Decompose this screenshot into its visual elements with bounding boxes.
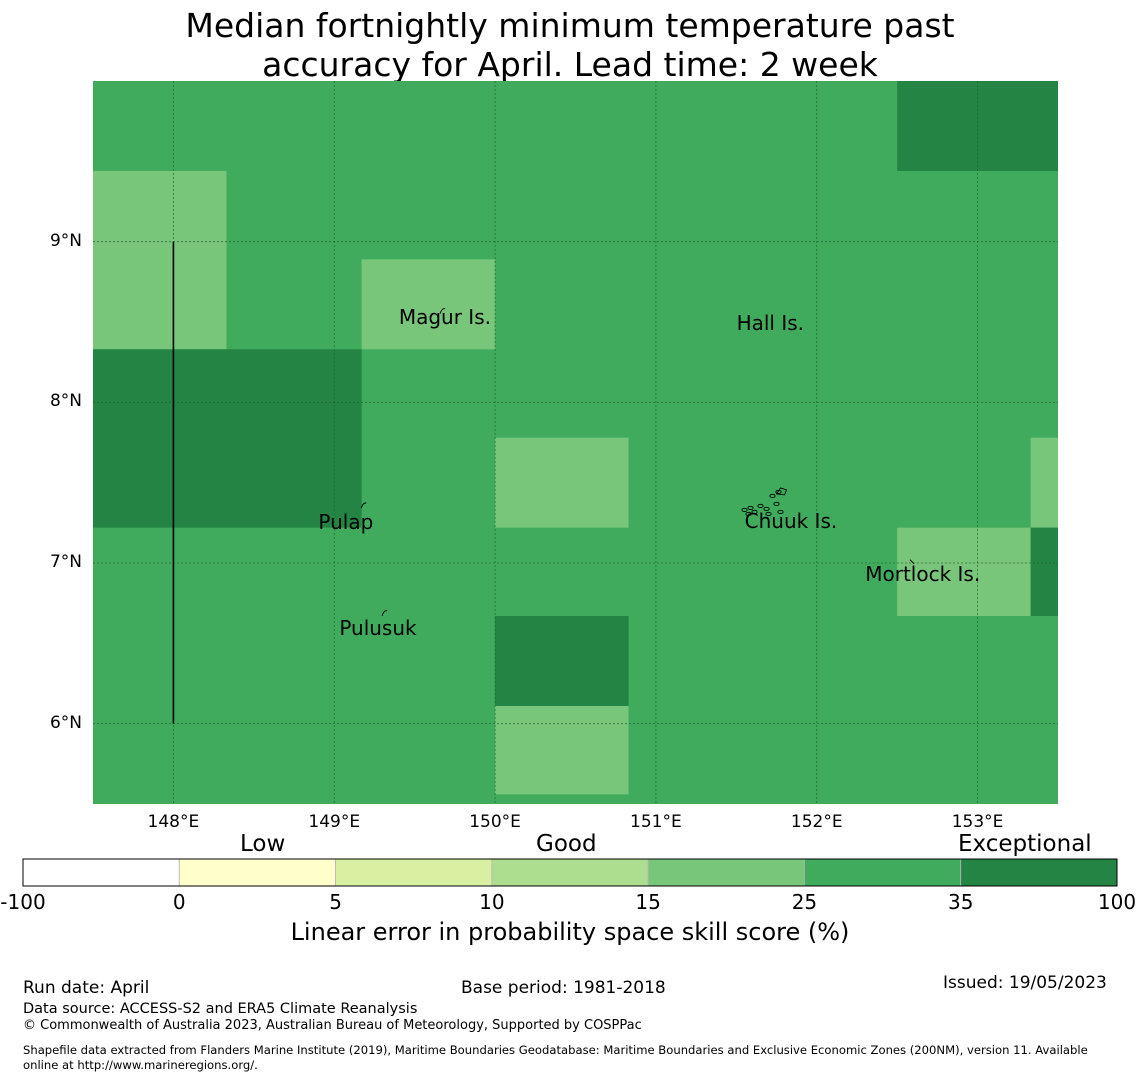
data-source: Data source: ACCESS-S2 and ERA5 Climate … [23, 1001, 418, 1017]
grid-cell-4 [495, 616, 629, 706]
grid-cell-1 [93, 349, 362, 528]
island-magur [439, 308, 446, 314]
lon-tick-label-152: 152°E [790, 812, 843, 832]
grid-cell-2 [361, 259, 496, 350]
lat-tick-label-7: 7°N [49, 552, 82, 572]
shapefile-credit-line-2: online at http://www.marineregions.org/. [23, 1058, 258, 1072]
island-pulap [360, 502, 367, 509]
island-chuuk-north [775, 487, 788, 496]
chart-title: Median fortnightly minimum temperature p… [0, 6, 1140, 84]
colorbar-tick-7: 100 [1097, 890, 1137, 914]
colorbar-bin-2 [335, 858, 493, 887]
place-label-4: Mortlock Is. [865, 561, 981, 586]
category-exceptional: Exceptional [958, 831, 1092, 857]
lat-tick-label-9: 9°N [49, 230, 82, 251]
island-chuuk-2 [751, 509, 758, 514]
island-chuuk-10 [765, 511, 772, 516]
island-chuuk-9 [745, 511, 752, 516]
place-label-3: Chuuk Is. [744, 508, 838, 533]
lat-tick-label-6: 6°N [49, 712, 82, 733]
grid-cell-8 [1030, 437, 1058, 528]
colorbar-bin-1 [178, 858, 336, 887]
title-line-1: Median fortnightly minimum temperature p… [185, 6, 955, 45]
colorbar-tick-3: 10 [479, 890, 505, 914]
island-chuuk-8 [777, 509, 784, 514]
island-chuuk-3 [757, 503, 764, 508]
category-good: Good [536, 831, 597, 857]
colorbar-bin-3 [491, 858, 649, 887]
grid-cell-0 [93, 170, 227, 350]
place-label-2: Pulap [318, 510, 374, 535]
copyright: © Commonwealth of Australia 2023, Austra… [23, 1018, 642, 1033]
shapefile-credit-line-1: Shapefile data extracted from Flanders M… [23, 1043, 1088, 1057]
island-pulusuk [381, 610, 388, 616]
colorbar-bin-4 [647, 858, 805, 887]
place-label-0: Magur Is. [398, 304, 491, 329]
island-chuuk-4 [763, 506, 770, 511]
colorbar-tick-1: 0 [172, 890, 186, 914]
lon-tick-label-150: 150°E [469, 812, 521, 832]
category-low: Low [240, 831, 286, 857]
colorbar-bin-6 [960, 858, 1118, 887]
place-label-5: Pulusuk [339, 616, 417, 641]
island-mortlock [909, 559, 915, 565]
colorbar-bin-0 [22, 858, 180, 887]
grid-cell-9 [1030, 527, 1058, 617]
title-line-2: accuracy for April. Lead time: 2 week [262, 45, 878, 84]
colorbar-tick-4: 15 [635, 890, 661, 914]
run-date: Run date: April [23, 978, 150, 998]
colorbar-label: Linear error in probability space skill … [290, 918, 850, 946]
lon-tick-label-149: 149°E [308, 812, 361, 832]
island-chuuk-0 [741, 507, 748, 512]
lon-tick-label-153: 153°E [951, 812, 1004, 832]
issued-date: Issued: 19/05/2023 [943, 973, 1107, 993]
grid-cell-5 [495, 705, 629, 795]
lat-tick-label-8: 8°N [49, 391, 82, 412]
grid-cell-7 [897, 527, 1031, 617]
colorbar-tick-6: 35 [947, 890, 974, 914]
colorbar-frame [22, 858, 1118, 887]
island-chuuk-6 [773, 501, 780, 506]
colorbar-tick-5: 25 [791, 890, 818, 914]
lon-tick-label-151: 151°E [630, 812, 682, 832]
colorbar-tick-0: -100 [0, 890, 46, 914]
grid-cell-3 [495, 437, 629, 528]
base-period: Base period: 1981-2018 [461, 978, 666, 998]
place-label-1: Hall Is. [736, 311, 805, 336]
colorbar-bin-5 [804, 858, 962, 887]
skill-score-map [93, 81, 1058, 804]
island-chuuk-5 [769, 493, 776, 498]
lon-tick-label-148: 148°E [147, 812, 200, 832]
colorbar-tick-2: 5 [329, 890, 342, 914]
island-chuuk-1 [747, 505, 754, 510]
